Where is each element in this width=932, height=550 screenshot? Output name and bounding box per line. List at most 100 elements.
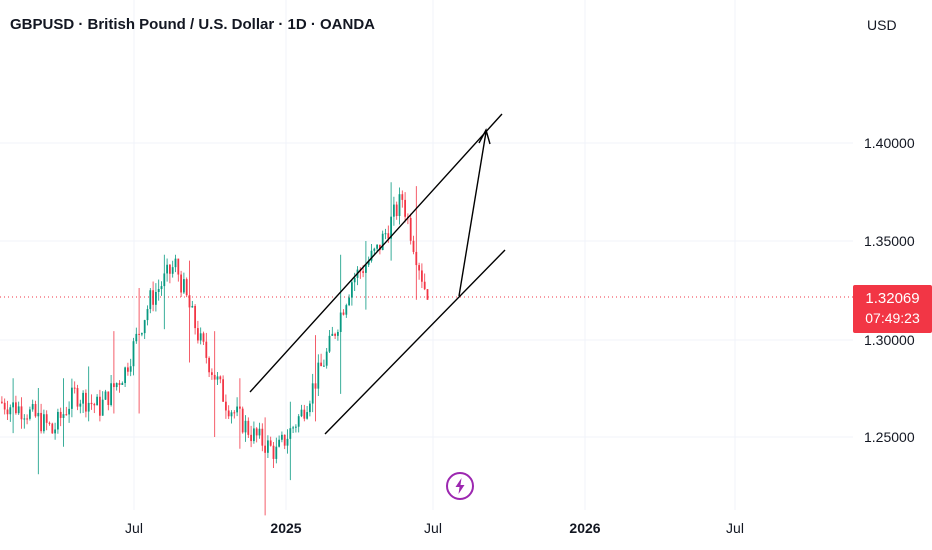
candle-body: [216, 376, 219, 380]
candle-body: [96, 396, 98, 406]
candle-body: [183, 279, 185, 293]
candle-body: [155, 291, 157, 305]
candle-body: [236, 406, 238, 413]
lightning-glyph: [455, 478, 465, 494]
candle-body: [59, 411, 62, 418]
candle-body: [370, 250, 373, 261]
candle-body: [269, 440, 272, 446]
time-tick: Jul: [125, 520, 143, 536]
candle-body: [250, 434, 252, 442]
candle-body: [26, 418, 28, 420]
candle-body: [54, 429, 56, 434]
time-tick: Jul: [726, 520, 744, 536]
candle-body: [68, 408, 70, 415]
candle-body: [258, 428, 261, 436]
candle-body: [418, 265, 420, 271]
candle-body: [426, 289, 429, 300]
candle-body: [121, 383, 124, 385]
bar-countdown: 07:49:23: [865, 310, 920, 326]
candle-body: [325, 351, 328, 366]
candle-body: [286, 438, 289, 446]
candle-body: [104, 391, 107, 400]
candle-body: [367, 260, 370, 265]
last-price-badge: 1.32069 07:49:23: [853, 285, 932, 333]
candle-body: [241, 408, 244, 433]
channel-lower-line: [324, 249, 506, 435]
candle-body: [174, 258, 177, 268]
candles: [1, 182, 429, 516]
candle-body: [15, 402, 17, 414]
candle-body: [412, 240, 415, 252]
candle-body: [194, 305, 196, 329]
candle-body: [337, 332, 339, 336]
candle-body: [328, 335, 331, 352]
grid: [0, 0, 853, 510]
candle-body: [20, 406, 23, 420]
candle-body: [283, 434, 286, 446]
drawings: [249, 113, 506, 435]
candle-body: [230, 412, 233, 417]
candle-body: [51, 423, 54, 434]
candle-body: [353, 277, 356, 283]
candle-body: [65, 414, 68, 416]
candle-body: [37, 412, 40, 417]
candle-body: [205, 341, 208, 358]
candle-body: [160, 286, 163, 290]
candle-body: [12, 402, 14, 408]
candle-body: [138, 333, 140, 335]
candle-body: [171, 267, 174, 274]
candle-body: [208, 357, 210, 373]
candle-body: [267, 440, 269, 453]
candle-body: [362, 271, 364, 273]
candle-body: [163, 273, 166, 287]
candle-body: [309, 403, 311, 413]
lightning-icon[interactable]: [446, 472, 474, 500]
candle-body: [132, 341, 135, 367]
currency-label[interactable]: USD: [867, 17, 897, 33]
candle-body: [1, 401, 3, 403]
candle-body: [261, 428, 264, 446]
price-tick: 1.35000: [864, 233, 915, 249]
candle-body: [34, 404, 37, 417]
price-tick: 1.30000: [864, 332, 915, 348]
candle-body: [381, 233, 384, 251]
candle-body: [169, 264, 171, 274]
candle-body: [101, 399, 104, 416]
candle-body: [199, 333, 202, 341]
candle-body: [202, 333, 205, 342]
candle-body: [219, 376, 222, 380]
candle-body: [115, 383, 118, 388]
candle-body: [40, 412, 42, 432]
candle-body: [423, 281, 426, 290]
candle-body: [415, 251, 418, 266]
candle-body: [107, 391, 110, 406]
candle-body: [331, 333, 334, 336]
candle-body: [110, 383, 112, 406]
candle-body: [211, 372, 213, 375]
candle-body: [9, 407, 12, 415]
candle-body: [222, 379, 224, 402]
candle-body: [73, 387, 76, 389]
candle-body: [395, 204, 398, 217]
candle-body: [404, 199, 406, 217]
candle-body: [177, 258, 180, 275]
candle-body: [225, 401, 227, 411]
candle-body: [23, 418, 26, 420]
candle-body: [118, 383, 121, 385]
last-price-value: 1.32069: [865, 290, 920, 307]
candle-body: [143, 320, 146, 334]
candle-body: [387, 233, 390, 239]
candle-body: [93, 404, 96, 406]
candle-body: [17, 406, 20, 414]
candle-body: [390, 216, 392, 239]
candle-body: [334, 333, 336, 336]
candle-body: [373, 248, 376, 251]
candle-body: [295, 426, 297, 428]
candle-body: [376, 244, 378, 249]
price-tick: 1.25000: [864, 429, 915, 445]
time-tick: 2025: [270, 520, 302, 536]
candle-body: [157, 289, 160, 292]
candle-body: [351, 282, 353, 298]
